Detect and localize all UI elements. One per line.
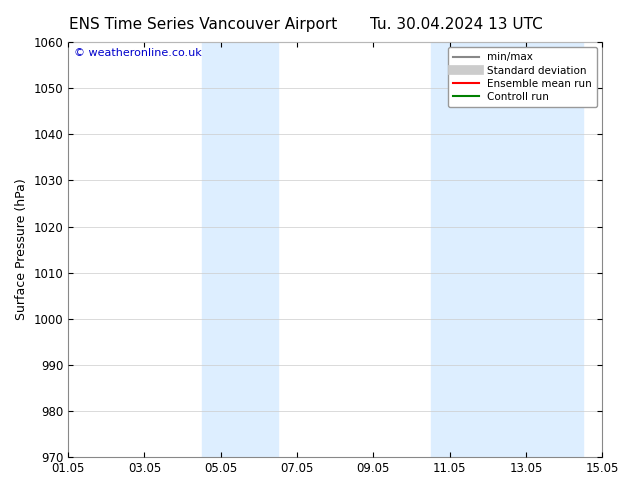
Bar — [430, 42, 583, 457]
Text: © weatheronline.co.uk: © weatheronline.co.uk — [74, 49, 201, 58]
Text: Tu. 30.04.2024 13 UTC: Tu. 30.04.2024 13 UTC — [370, 17, 543, 32]
Text: ENS Time Series Vancouver Airport: ENS Time Series Vancouver Airport — [68, 17, 337, 32]
Bar — [202, 42, 278, 457]
Y-axis label: Surface Pressure (hPa): Surface Pressure (hPa) — [15, 179, 28, 320]
Legend: min/max, Standard deviation, Ensemble mean run, Controll run: min/max, Standard deviation, Ensemble me… — [448, 47, 597, 107]
